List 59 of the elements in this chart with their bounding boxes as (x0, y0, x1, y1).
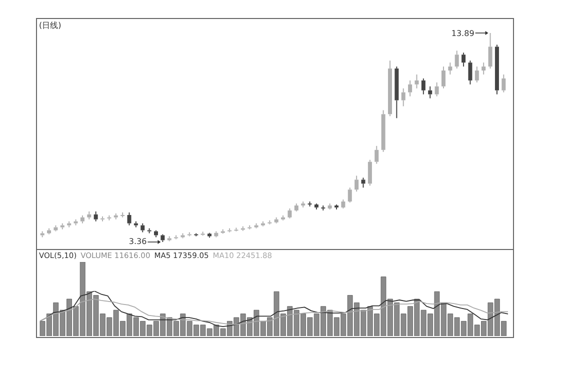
candlestick (294, 202, 298, 212)
candlestick (254, 222, 258, 229)
candlestick (107, 214, 112, 221)
candlestick (67, 220, 72, 228)
candlestick (147, 228, 152, 234)
candlestick (354, 175, 359, 192)
candlestick (260, 220, 265, 227)
candlestick (321, 204, 326, 211)
candlestick (87, 210, 92, 220)
candlestick (80, 214, 84, 224)
candlestick (127, 212, 132, 226)
candlestick (408, 80, 412, 97)
annotation: 3.36 (128, 237, 147, 246)
candlestick (388, 60, 392, 117)
candlestick (274, 216, 278, 224)
candlestick (414, 74, 419, 89)
candlestick (308, 201, 312, 207)
candlestick (494, 44, 499, 95)
chart-title: (日线) (39, 20, 62, 31)
candlestick (381, 110, 386, 152)
candlestick (281, 214, 286, 221)
candlestick (140, 222, 145, 233)
candlestick (434, 82, 439, 97)
candlestick (288, 208, 292, 219)
candlestick (314, 202, 318, 210)
candlestick (234, 227, 238, 232)
candlestick (368, 159, 372, 186)
candlestick (401, 88, 406, 107)
candlestick (341, 199, 346, 209)
candlestick (54, 224, 58, 232)
candlestick (60, 222, 64, 230)
candlestick (328, 202, 332, 210)
candlestick (301, 201, 306, 208)
candlestick (502, 74, 506, 93)
candlestick (454, 50, 459, 70)
candlestick (468, 60, 472, 85)
candlestick (474, 66, 479, 83)
candlestick (428, 86, 432, 99)
candlestick (248, 224, 252, 230)
candlestick (167, 236, 172, 242)
candlestick (114, 212, 118, 220)
candlestick (394, 66, 399, 119)
candlestick (348, 187, 352, 203)
candlestick (228, 228, 232, 233)
candlestick (361, 177, 366, 188)
candlestick (334, 204, 339, 210)
candlestick (134, 220, 138, 228)
annotation: 13.89 (451, 29, 474, 38)
candlestick (482, 62, 486, 75)
candlestick (462, 52, 466, 68)
candlestick (374, 145, 379, 164)
candlestick (94, 210, 98, 222)
candlestick (100, 216, 105, 222)
candlestick (47, 228, 52, 235)
candlestick (441, 66, 446, 89)
candlestick (74, 218, 78, 226)
candlestick (448, 62, 452, 75)
candlestick (268, 220, 272, 225)
candlestick (421, 78, 426, 95)
